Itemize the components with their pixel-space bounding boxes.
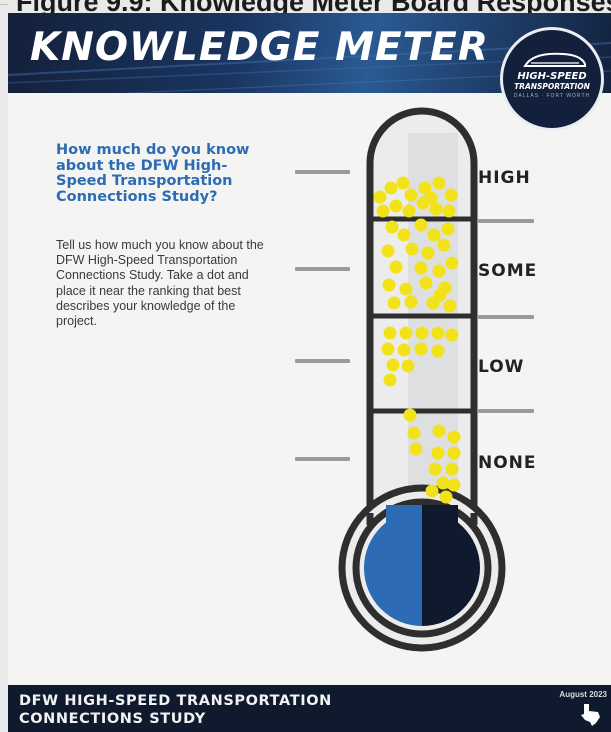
level-label-some: SOME [478,261,538,281]
dots-high [373,176,458,218]
tube-fill-navy [422,505,458,529]
level-label-none: NONE [478,453,537,473]
header-title: KNOWLEDGE METER [30,25,489,70]
logo-line-1: HIGH-SPEED [517,71,587,82]
question-heading: How much do you know about the DFW High-… [56,142,250,205]
tick-left-low [295,359,350,363]
thermometer [338,107,506,652]
dots-some [381,218,459,313]
poster: KNOWLEDGE METER HIGH-SPEED TRANSPORTATIO… [8,13,611,732]
tick-left-none [295,457,350,461]
dots-low [381,326,459,387]
tick-right-1 [478,219,534,223]
poster-footer: DFW HIGH-SPEED TRANSPORTATION CONNECTION… [8,685,611,732]
tick-right-3 [478,409,534,413]
footer-title-line-2: CONNECTIONS STUDY [19,711,206,727]
corner-mark: .... [0,0,8,7]
texas-outline-icon [581,704,600,726]
figure-caption: Figure 9.9: Knowledge Meter Board Respon… [16,0,611,17]
high-speed-transportation-logo: HIGH-SPEED TRANSPORTATION DALLAS · FORT … [500,27,604,131]
tube-fill-blue [386,505,422,529]
footer-date: August 2023 [559,690,607,699]
dots-none [403,408,461,504]
level-label-high: HIGH [478,168,531,188]
tick-right-2 [478,315,534,319]
tick-left-some [295,267,350,271]
logo-line-2: TRANSPORTATION [514,82,590,91]
logo-line-3: DALLAS · FORT WORTH [513,93,591,99]
footer-title: DFW HIGH-SPEED TRANSPORTATION CONNECTION… [19,692,332,728]
thermometer-bulb-ring [352,498,492,638]
tick-left-high [295,170,350,174]
instructions-text: Tell us how much you know about the DFW … [56,238,264,329]
train-icon [523,52,586,67]
level-label-low: LOW [478,357,525,377]
footer-title-line-1: DFW HIGH-SPEED TRANSPORTATION [19,693,332,709]
